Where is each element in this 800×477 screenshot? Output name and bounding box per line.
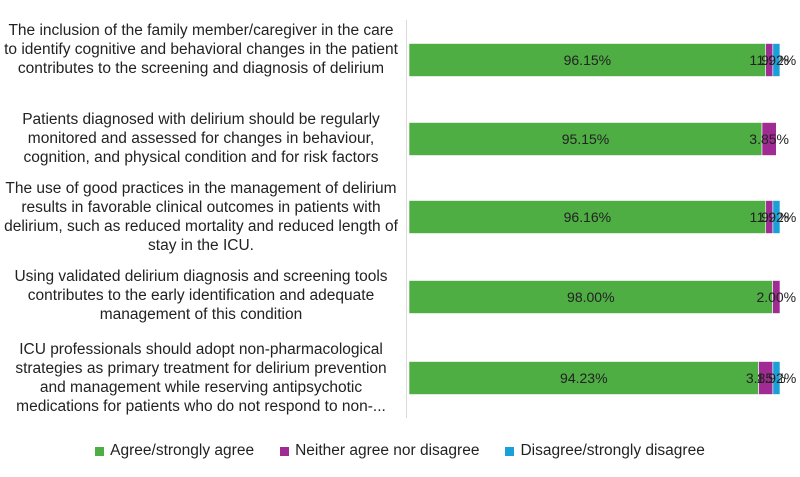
bar-segment-3-row-5 (772, 361, 781, 395)
data-label-1-row-3: 96.16% (564, 209, 611, 225)
legend-item-2: Neither agree nor disagree (280, 442, 479, 460)
category-label-1: The inclusion of the family member/careg… (4, 22, 398, 77)
category-label-2: Patients diagnosed with delirium should … (22, 111, 380, 166)
legend-swatch-3 (505, 446, 515, 456)
data-label-3-row-1: 1.92% (757, 52, 797, 68)
legend-label-1: Agree/strongly agree (110, 442, 255, 459)
bar-segment-2-row-4 (772, 280, 781, 314)
data-label-2-row-4: 2.00% (756, 289, 796, 305)
legend-label-3: Disagree/strongly disagree (520, 442, 705, 459)
bar-segment-3-row-3 (772, 200, 781, 234)
data-label-2-row-2: 3.85% (749, 131, 789, 147)
bar-segment-1-row-1 (408, 43, 767, 77)
bar-segment-2-row-2 (761, 122, 777, 156)
data-label-1-row-4: 98.00% (567, 289, 614, 305)
chart-legend: Agree/strongly agree Neither agree nor di… (0, 440, 800, 462)
legend-item-1: Agree/strongly agree (95, 442, 254, 460)
legend-item-3: Disagree/strongly disagree (505, 442, 705, 460)
bar-segment-1-row-2 (408, 122, 763, 156)
data-label-3-row-5: 1.92% (757, 370, 797, 386)
bar-segment-1-row-4 (408, 280, 773, 314)
category-label-4: Using validated delirium diagnosis and s… (14, 268, 388, 323)
category-label-3: The use of good practices in the managem… (4, 180, 398, 254)
legend-label-2: Neither agree nor disagree (295, 442, 480, 459)
data-label-1-row-2: 95.15% (562, 131, 609, 147)
legend-swatch-2 (280, 446, 290, 456)
legend-swatch-1 (95, 446, 105, 456)
bar-segment-1-row-3 (408, 200, 767, 234)
data-label-3-row-3: 1.92% (757, 209, 797, 225)
bar-segment-3-row-1 (772, 43, 781, 77)
chart-plot-area: 96.15% 1.92%1.92%95.15% 3.85%96.16% 1.92%1.… (406, 20, 797, 418)
category-label-5: ICU professionals should adopt non-pharm… (15, 341, 387, 415)
bar-segment-1-row-5 (408, 361, 759, 395)
data-label-1-row-5: 94.23% (560, 370, 607, 386)
data-label-1-row-1: 96.15% (564, 52, 611, 68)
